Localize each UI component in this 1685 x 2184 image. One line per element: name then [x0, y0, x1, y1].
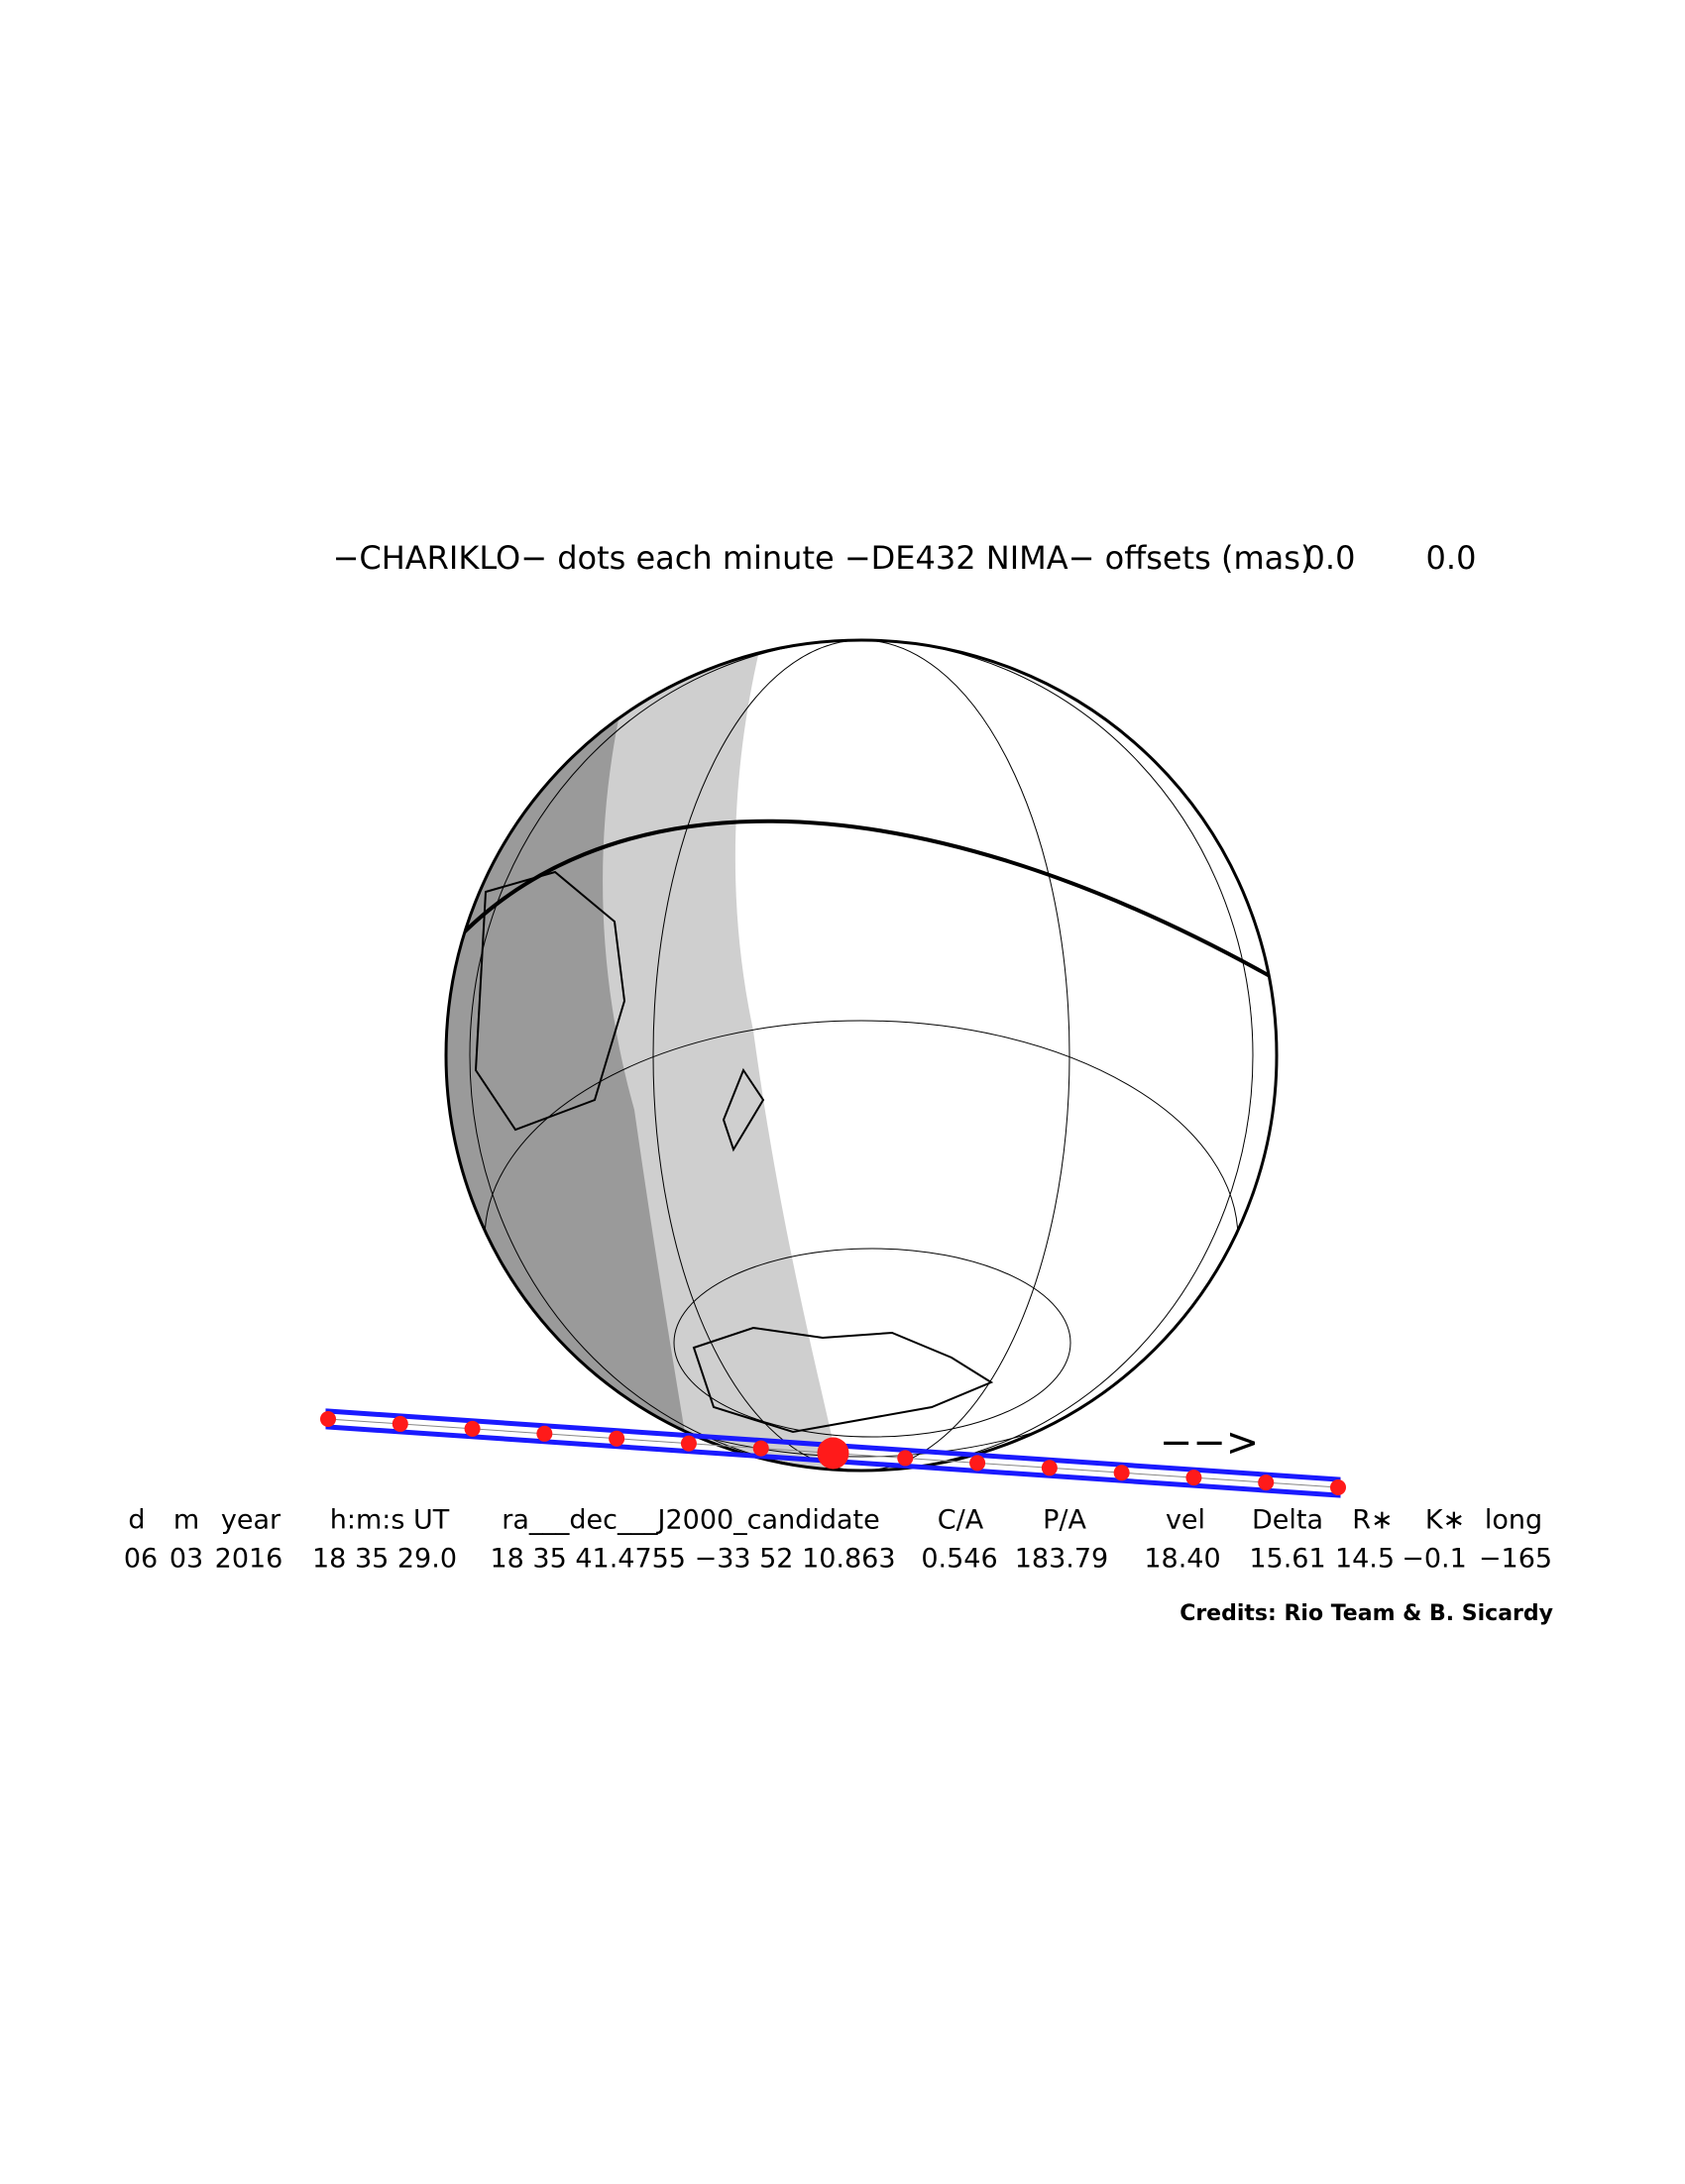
column-value: 18 35 41.4755 −33 52 10.863	[490, 1544, 895, 1575]
minute-dot	[1258, 1474, 1275, 1491]
minute-dot	[392, 1415, 408, 1432]
column-header: Delta	[1252, 1505, 1323, 1536]
column-header: R∗	[1352, 1505, 1393, 1536]
column-header: d	[128, 1505, 145, 1536]
shadow-path	[320, 1408, 1346, 1498]
event-table: d m year h:m:s UT ra___dec___J2000_candidate…	[124, 1505, 1552, 1575]
direction-arrow: −−>	[1160, 1420, 1260, 1466]
column-header: h:m:s UT	[330, 1505, 450, 1536]
minute-dot	[1185, 1470, 1202, 1486]
column-value: 2016	[215, 1544, 283, 1575]
column-value: 183.79	[1015, 1544, 1108, 1575]
offset-dec: 0.0	[1426, 539, 1477, 577]
column-header: vel	[1166, 1505, 1205, 1536]
column-header: P/A	[1043, 1505, 1086, 1536]
column-value: 06	[124, 1544, 158, 1575]
minute-dot	[1113, 1465, 1130, 1481]
minute-dot	[609, 1430, 625, 1447]
column-header: ra___dec___J2000_candidate	[502, 1505, 879, 1536]
offset-ra: 0.0	[1305, 539, 1356, 577]
column-value: 15.61	[1249, 1544, 1325, 1575]
column-value: 18.40	[1144, 1544, 1220, 1575]
column-value: 18 35 29.0	[312, 1544, 457, 1575]
column-header: K∗	[1425, 1505, 1465, 1536]
minute-dot	[897, 1450, 914, 1467]
column-value: 14.5	[1335, 1544, 1395, 1575]
column-value: −0.1	[1402, 1544, 1467, 1575]
minute-dot	[752, 1440, 769, 1457]
column-value: 0.546	[921, 1544, 997, 1575]
credits: Credits: Rio Team & B. Sicardy	[1180, 1601, 1553, 1626]
column-value: −165	[1479, 1544, 1552, 1575]
minute-dot	[817, 1437, 849, 1470]
minute-dot	[969, 1455, 986, 1472]
minute-dot	[464, 1420, 481, 1437]
column-value: 03	[169, 1544, 203, 1575]
minute-dot	[1041, 1460, 1058, 1476]
column-header: C/A	[938, 1505, 984, 1536]
globe	[444, 638, 1279, 1473]
map-title: −CHARIKLO− dots each minute −DE432 NIMA−…	[333, 539, 1313, 577]
minute-dot	[536, 1425, 553, 1442]
minute-dot	[680, 1435, 697, 1452]
minute-dot	[1330, 1479, 1346, 1495]
column-header: long	[1485, 1505, 1542, 1536]
column-header: year	[221, 1505, 281, 1536]
minute-dot	[320, 1411, 336, 1427]
column-header: m	[173, 1505, 199, 1536]
